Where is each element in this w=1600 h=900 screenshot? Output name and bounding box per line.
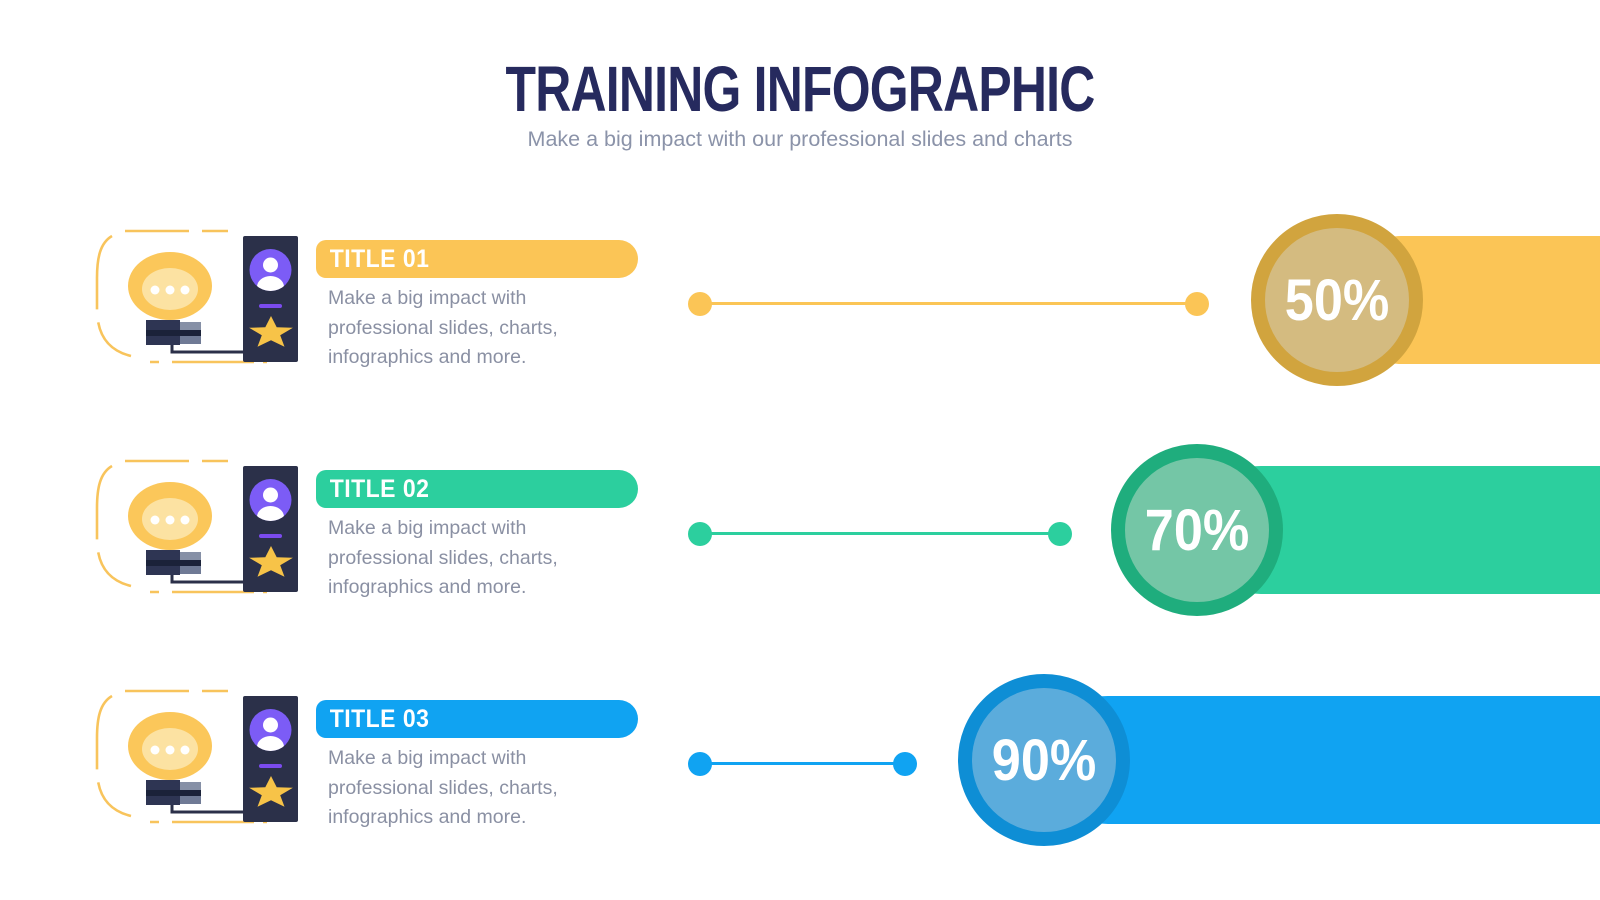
training-row: TITLE 03 Make a big impact with professi…: [0, 674, 1600, 846]
page-title: TRAINING INFOGRAPHIC: [505, 53, 1096, 125]
percent-label: 50%: [1284, 267, 1390, 333]
description-line: infographics and more.: [328, 346, 527, 368]
track-dot-left: [688, 751, 712, 776]
title-pill: TITLE 02: [316, 470, 638, 508]
track-dot-left: [688, 521, 712, 546]
track-dot-right: [1048, 521, 1072, 546]
track-dot-left: [688, 291, 712, 316]
description-line: infographics and more.: [328, 576, 527, 598]
progress-track-line: [688, 751, 917, 776]
track-dot-right: [1185, 291, 1209, 316]
description-line: professional slides, charts,: [328, 316, 558, 339]
page-subtitle: Make a big impact with our professional …: [527, 127, 1073, 151]
percent-label: 70%: [1144, 497, 1250, 563]
description-line: professional slides, charts,: [328, 776, 558, 799]
percent-circle: 70%: [1111, 444, 1283, 616]
progress-bar: [1044, 696, 1600, 824]
percent-circle: 90%: [958, 674, 1130, 846]
track-dot-right: [893, 751, 917, 776]
row-description: Make a big impact with professional slid…: [328, 514, 598, 603]
title-pill-label: TITLE 01: [329, 244, 430, 273]
description-line: professional slides, charts,: [328, 546, 558, 569]
description-line: Make a big impact with: [328, 287, 527, 309]
progress-track-line: [688, 291, 1209, 316]
title-pill-label: TITLE 02: [329, 474, 430, 503]
row-description: Make a big impact with professional slid…: [328, 744, 598, 833]
lightbulb-illustration: [95, 224, 300, 374]
description-line: Make a big impact with: [328, 517, 527, 539]
row-description: Make a big impact with professional slid…: [328, 284, 598, 373]
title-pill-label: TITLE 03: [329, 704, 430, 733]
description-line: infographics and more.: [328, 806, 527, 828]
percent-label: 90%: [991, 727, 1097, 793]
progress-track-line: [688, 521, 1072, 546]
lightbulb-illustration: [95, 454, 300, 604]
training-row: TITLE 01 Make a big impact with professi…: [0, 214, 1600, 386]
title-pill: TITLE 03: [316, 700, 638, 738]
lightbulb-illustration: [95, 684, 300, 834]
title-pill: TITLE 01: [316, 240, 638, 278]
training-row: TITLE 02 Make a big impact with professi…: [0, 444, 1600, 616]
percent-circle: 50%: [1251, 214, 1423, 386]
description-line: Make a big impact with: [328, 747, 527, 769]
